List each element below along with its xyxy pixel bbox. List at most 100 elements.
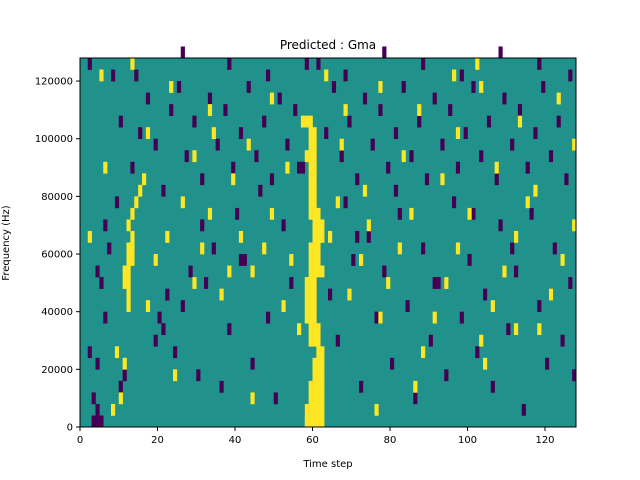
heatmap-cell-high — [153, 254, 158, 266]
heatmap-cell-low — [355, 230, 360, 243]
heatmap-cell-high — [455, 127, 461, 140]
heatmap-cell-low — [258, 184, 263, 197]
heatmap-cell-high — [312, 196, 317, 209]
heatmap-cell-low — [103, 311, 108, 324]
heatmap-cell-high — [452, 69, 457, 82]
heatmap-cell-low — [498, 46, 503, 59]
heatmap-cell-low — [541, 81, 546, 93]
heatmap-cell-low — [529, 207, 534, 220]
heatmap-cell-low — [269, 173, 275, 186]
heatmap-cell-high — [525, 196, 530, 209]
heatmap-cell-low — [227, 323, 232, 336]
heatmap-cell-high — [130, 254, 135, 266]
heatmap-cell-high — [308, 300, 313, 312]
chart-title: Predicted : Gma — [280, 38, 376, 52]
heatmap-cell-high — [312, 334, 317, 347]
heatmap-cell-low — [521, 403, 526, 416]
heatmap-cell-high — [269, 207, 275, 220]
heatmap-cell-low — [238, 127, 244, 140]
heatmap-cell-low — [374, 311, 379, 324]
heatmap-cell-high — [308, 323, 313, 336]
heatmap-cell-high — [374, 403, 379, 416]
x-tick-label: 100 — [458, 435, 477, 446]
heatmap-cell-high — [308, 334, 313, 347]
heatmap-cell-high — [231, 173, 236, 186]
heatmap-cell-low — [328, 288, 333, 301]
heatmap-cell-high — [339, 138, 344, 151]
heatmap-cell-low — [91, 392, 96, 405]
x-tick-label: 0 — [77, 435, 83, 446]
heatmap-cell-low — [490, 380, 495, 393]
heatmap-cell-high — [103, 161, 108, 174]
y-tick-label: 80000 — [41, 192, 73, 203]
heatmap-cell-low — [424, 173, 430, 186]
heatmap-cell-high — [281, 300, 286, 312]
heatmap-cell-low — [452, 196, 457, 209]
heatmap-cell-high — [320, 230, 325, 243]
heatmap-cell-high — [548, 288, 554, 301]
heatmap-cell-low — [428, 334, 433, 347]
heatmap-cell-low — [448, 104, 453, 116]
heatmap-cell-high — [362, 184, 368, 197]
x-tick-label: 80 — [384, 435, 397, 446]
heatmap-cell-low — [486, 115, 492, 128]
heatmap-cell-high — [343, 104, 348, 116]
heatmap-cell-high — [126, 288, 131, 301]
heatmap-cell-low — [417, 115, 422, 128]
heatmap-cell-low — [99, 277, 104, 289]
heatmap-cell-high — [308, 242, 313, 255]
y-axis-label: Frequency (Hz) — [1, 205, 12, 281]
heatmap-cell-high — [312, 323, 317, 336]
heatmap-cell-low — [246, 81, 251, 93]
heatmap-cell-low — [204, 277, 209, 289]
heatmap-cell-low — [134, 69, 139, 82]
heatmap-cell-low — [421, 58, 426, 70]
heatmap-cell-high — [312, 357, 317, 370]
heatmap-cell-high — [246, 138, 251, 151]
heatmap-cell-high — [312, 369, 317, 382]
heatmap-cell-low — [390, 357, 395, 370]
heatmap-cell-low — [382, 265, 387, 278]
heatmap-cell-high — [316, 230, 321, 243]
heatmap-cell-low — [525, 161, 530, 174]
heatmap-cell-high — [386, 277, 391, 289]
heatmap-cell-low — [479, 150, 484, 163]
heatmap-cell-low — [564, 173, 569, 186]
heatmap-cell-low — [455, 161, 461, 174]
heatmap-cell-high — [192, 150, 197, 163]
heatmap-cell-high — [320, 403, 325, 416]
heatmap-cell-low — [498, 219, 503, 232]
heatmap-cell-low — [537, 300, 542, 312]
heatmap-cell-high — [312, 127, 317, 140]
heatmap-cell-high — [483, 357, 488, 370]
heatmap-cell-high — [308, 184, 313, 197]
heatmap-cell-low — [184, 150, 189, 163]
heatmap-cell-low — [471, 81, 476, 93]
heatmap-cell-low — [157, 311, 162, 324]
heatmap-cell-high — [165, 230, 170, 243]
heatmap-cell-high — [312, 150, 317, 163]
x-axis-label: Time step — [302, 459, 352, 470]
heatmap-cell-low — [161, 323, 166, 336]
heatmap-cell-high — [219, 288, 224, 301]
heatmap-cell-low — [331, 81, 337, 93]
x-axis: 0 20 40 60 80 100 120 — [77, 427, 555, 446]
heatmap-cell-low — [95, 265, 100, 278]
heatmap-cell-high — [316, 415, 321, 428]
y-tick-label: 20000 — [41, 365, 73, 376]
heatmap-cell-low — [122, 369, 127, 382]
heatmap-cell-low — [502, 92, 507, 105]
heatmap-cell-low — [95, 357, 100, 370]
heatmap-cell-high — [304, 288, 309, 301]
heatmap-cell-high — [312, 392, 317, 405]
heatmap-cell-low — [277, 92, 282, 105]
heatmap-cell-low — [560, 334, 565, 347]
heatmap-cell-low — [118, 115, 123, 128]
x-tick-label: 20 — [151, 435, 164, 446]
x-tick-label: 40 — [229, 435, 242, 446]
heatmap-cell-low — [266, 311, 271, 324]
heatmap-cell-high — [304, 311, 309, 324]
heatmap-cell-low — [95, 415, 100, 428]
heatmap-cell-low — [281, 219, 286, 232]
